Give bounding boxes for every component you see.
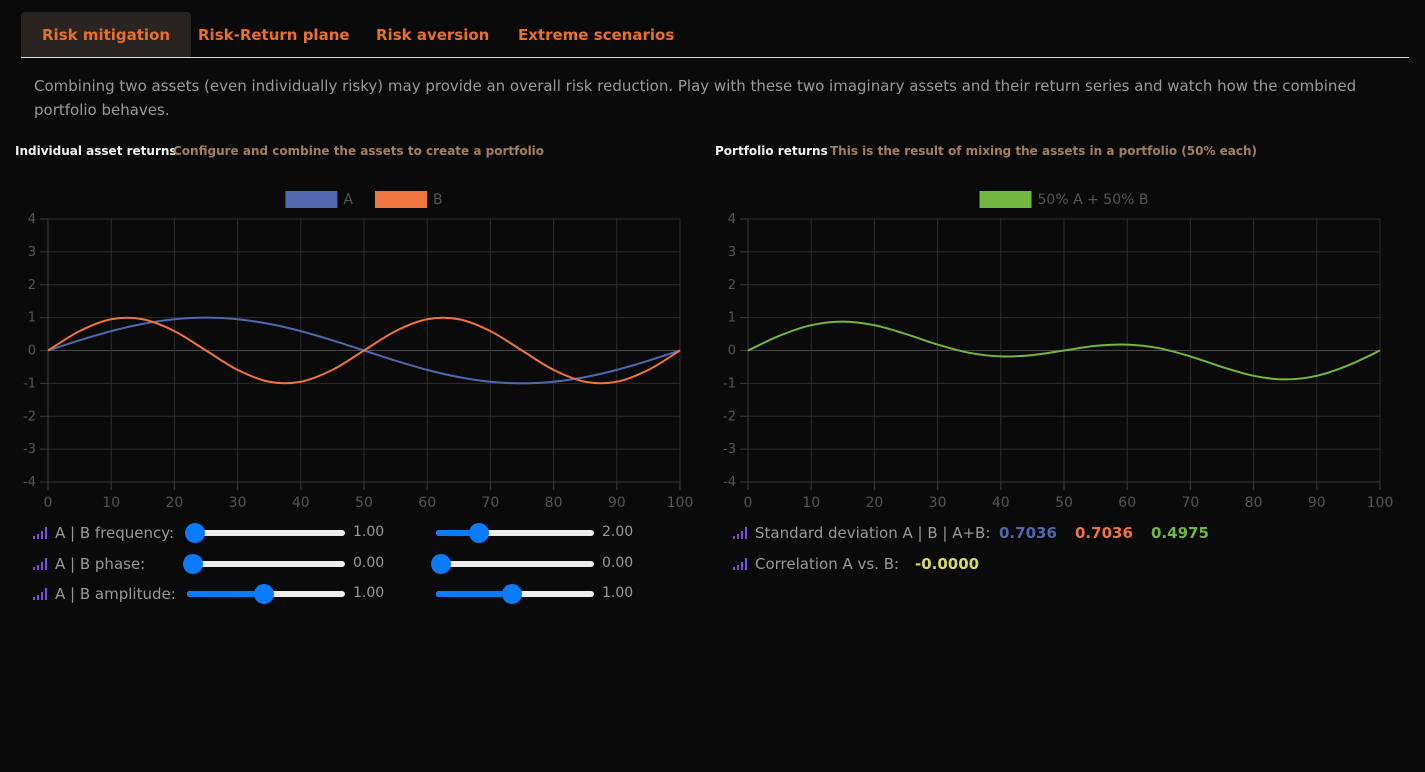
slider-thumb[interactable] xyxy=(502,584,522,604)
x-tick-label: 60 xyxy=(1118,495,1136,511)
tab-rule xyxy=(21,57,1409,58)
y-tick-label: -1 xyxy=(23,376,36,391)
y-tick-label: 1 xyxy=(728,311,736,326)
stat-value: 0.7036 xyxy=(999,524,1057,542)
tab[interactable]: Risk-Return plane xyxy=(198,26,350,44)
series-line xyxy=(747,320,1381,381)
chart-title: Portfolio returns xyxy=(715,144,828,158)
slider[interactable] xyxy=(187,530,345,536)
x-tick-label: 30 xyxy=(229,495,247,511)
y-tick-label: 1 xyxy=(28,311,36,326)
icon xyxy=(33,557,47,570)
tab[interactable]: Risk mitigation xyxy=(21,12,192,57)
icon xyxy=(33,527,47,539)
slider-thumb[interactable] xyxy=(183,553,203,574)
x-tick-label: 20 xyxy=(865,495,883,511)
slider[interactable] xyxy=(436,560,594,567)
y-tick-label: 2 xyxy=(28,278,36,293)
control-label: A | B phase: xyxy=(55,554,146,573)
legend-swatch xyxy=(979,191,1032,208)
y-tick-label: -4 xyxy=(723,475,736,490)
legend-swatch xyxy=(285,191,338,208)
y-tick-label: 3 xyxy=(28,245,36,260)
x-tick-label: 100 xyxy=(667,495,694,511)
y-tick-label: -3 xyxy=(23,442,36,457)
x-tick-label: 100 xyxy=(1367,495,1394,511)
y-tick-label: -2 xyxy=(723,409,736,424)
slider[interactable] xyxy=(187,560,345,567)
slider-thumb[interactable] xyxy=(431,553,451,574)
x-tick-label: 20 xyxy=(165,495,183,511)
control-label: A | B amplitude: xyxy=(55,585,176,603)
legend-label: 50% A + 50% B xyxy=(1038,192,1149,208)
stat-label: Correlation A vs. B: xyxy=(755,555,900,573)
slider-thumb[interactable] xyxy=(469,523,489,543)
x-tick-label: 40 xyxy=(992,495,1010,511)
x-tick-label: 90 xyxy=(1308,495,1326,511)
slider-value: 1.00 xyxy=(602,585,634,601)
y-tick-label: -4 xyxy=(23,475,36,490)
x-tick-label: 70 xyxy=(481,495,499,511)
slider-thumb[interactable] xyxy=(254,584,274,604)
slider-value: 0.00 xyxy=(353,554,385,571)
x-tick-label: 30 xyxy=(929,495,947,511)
y-tick-label: 0 xyxy=(28,344,36,359)
x-tick-label: 0 xyxy=(44,495,53,511)
legend-label: A xyxy=(343,192,353,208)
x-tick-label: 90 xyxy=(608,495,626,511)
legend: 50% A + 50% B xyxy=(979,191,1149,208)
slider-value: 1.00 xyxy=(353,524,385,540)
control-label: A | B frequency: xyxy=(55,524,175,542)
x-tick-label: 60 xyxy=(418,495,436,511)
series-line xyxy=(47,316,681,385)
x-tick-label: 50 xyxy=(355,495,373,511)
x-tick-label: 10 xyxy=(802,495,820,511)
legend-label: B xyxy=(433,192,443,208)
stat-value: -0.0000 xyxy=(915,555,980,573)
chart-title: Individual asset returns xyxy=(15,144,177,158)
tab[interactable]: Risk aversion xyxy=(376,26,490,44)
slider-fill xyxy=(436,530,479,536)
slider[interactable] xyxy=(436,530,594,536)
x-tick-label: 0 xyxy=(744,495,753,511)
stat-label: Standard deviation A | B | A+B: xyxy=(755,524,991,542)
icon xyxy=(733,527,747,539)
y-tick-label: 3 xyxy=(728,245,736,260)
chart-subtitle: Configure and combine the assets to crea… xyxy=(173,144,545,158)
slider-thumb[interactable] xyxy=(185,523,205,543)
slider-value: 1.00 xyxy=(353,585,385,601)
icon xyxy=(733,558,747,570)
stat-value: 0.4975 xyxy=(1151,524,1209,542)
y-tick-label: 2 xyxy=(728,278,736,293)
x-tick-label: 80 xyxy=(1245,495,1263,511)
x-tick-label: 70 xyxy=(1181,495,1199,511)
slider-fill xyxy=(436,591,512,597)
legend-swatch xyxy=(374,191,427,208)
icon xyxy=(33,588,47,600)
intro-text: Combining two assets (even individually … xyxy=(34,77,1357,119)
x-tick-label: 10 xyxy=(102,495,120,511)
chart-subtitle: This is the result of mixing the assets … xyxy=(830,144,1258,158)
y-tick-label: 4 xyxy=(728,212,736,227)
stat-value: 0.7036 xyxy=(1075,524,1133,542)
tab[interactable]: Extreme scenarios xyxy=(518,26,675,44)
y-tick-label: -1 xyxy=(723,376,736,391)
slider-fill xyxy=(187,591,264,597)
x-tick-label: 80 xyxy=(545,495,563,511)
slider-value: 2.00 xyxy=(602,524,634,540)
y-tick-label: 4 xyxy=(28,212,36,227)
x-tick-label: 40 xyxy=(292,495,310,511)
x-tick-label: 50 xyxy=(1055,495,1073,511)
slider-value: 0.00 xyxy=(602,554,634,571)
y-tick-label: -2 xyxy=(23,409,36,424)
y-tick-label: 0 xyxy=(728,344,736,359)
y-tick-label: -3 xyxy=(723,442,736,457)
